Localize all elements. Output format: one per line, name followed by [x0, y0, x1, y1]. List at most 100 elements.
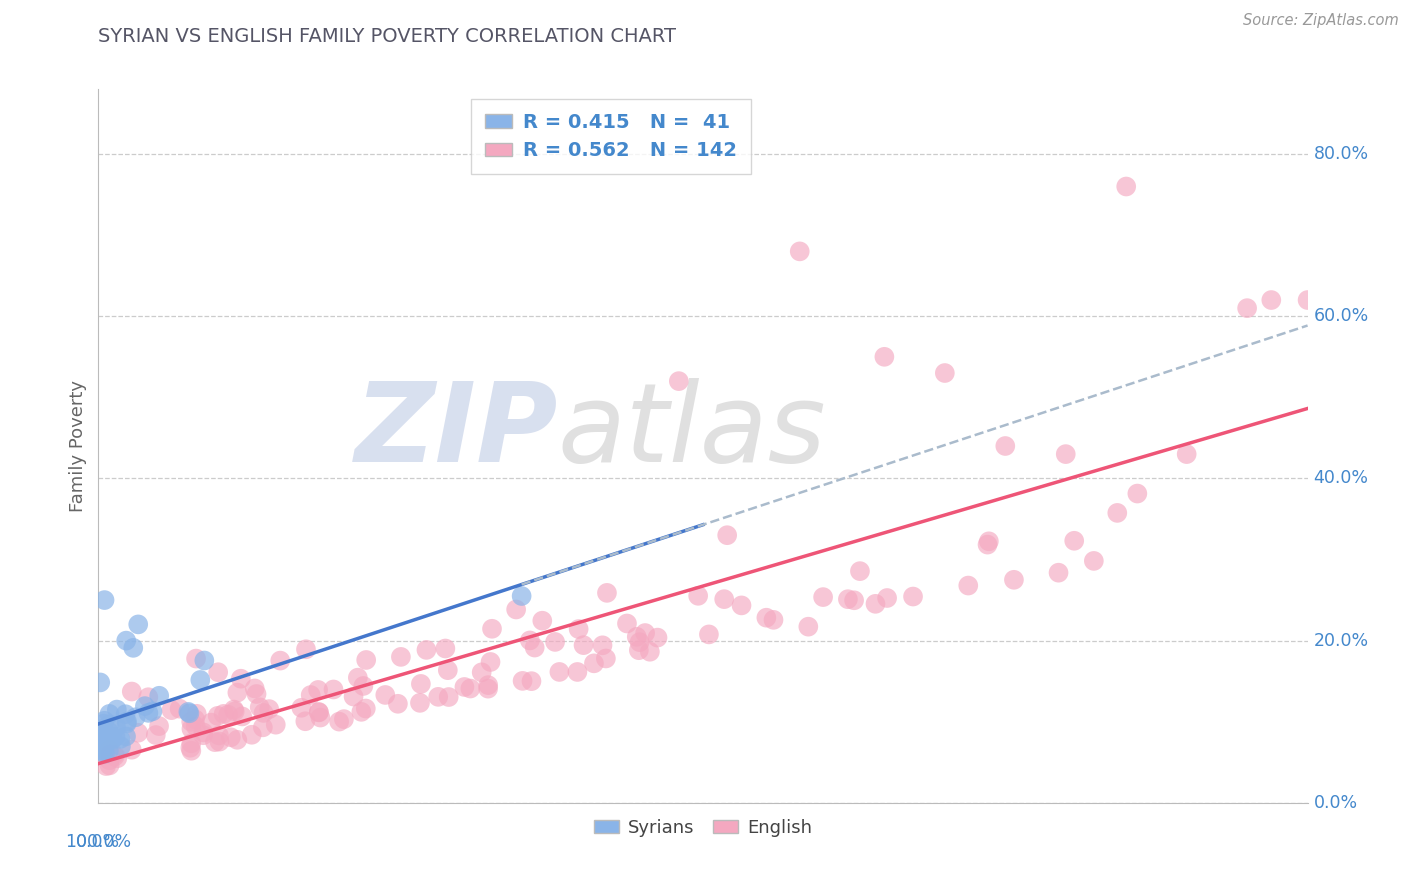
Point — [415, 643, 437, 657]
Point — [224, 705, 246, 719]
Point — [477, 681, 499, 696]
Point — [876, 591, 898, 605]
Point — [226, 685, 249, 699]
Point — [207, 709, 229, 723]
Point — [308, 705, 330, 719]
Point — [409, 677, 432, 691]
Point — [121, 742, 143, 756]
Point — [994, 439, 1017, 453]
Point — [93, 593, 115, 607]
Point — [104, 720, 127, 734]
Point — [98, 743, 121, 757]
Point — [290, 700, 312, 714]
Point — [94, 747, 117, 761]
Point — [93, 722, 115, 736]
Point — [730, 599, 752, 613]
Point — [572, 638, 595, 652]
Point — [567, 665, 589, 679]
Point — [110, 739, 132, 754]
Point — [849, 564, 872, 578]
Point — [169, 702, 191, 716]
Point — [193, 728, 215, 742]
Point — [1115, 179, 1137, 194]
Point — [184, 719, 207, 733]
Point — [479, 655, 502, 669]
Point — [160, 703, 183, 717]
Point — [523, 640, 546, 655]
Text: Source: ZipAtlas.com: Source: ZipAtlas.com — [1243, 13, 1399, 29]
Point — [104, 749, 127, 764]
Point — [295, 642, 318, 657]
Point — [957, 578, 980, 592]
Text: 60.0%: 60.0% — [1313, 307, 1369, 326]
Point — [180, 714, 202, 729]
Point — [1063, 533, 1085, 548]
Point — [257, 702, 280, 716]
Point — [352, 679, 374, 693]
Point — [647, 631, 669, 645]
Point — [510, 589, 533, 603]
Text: SYRIAN VS ENGLISH FAMILY POVERTY CORRELATION CHART: SYRIAN VS ENGLISH FAMILY POVERTY CORRELA… — [98, 27, 676, 45]
Text: 20.0%: 20.0% — [1313, 632, 1369, 649]
Point — [127, 617, 149, 632]
Point — [713, 592, 735, 607]
Point — [842, 593, 865, 607]
Point — [626, 630, 648, 644]
Point — [89, 724, 111, 739]
Point — [519, 633, 541, 648]
Point — [627, 643, 650, 657]
Point — [204, 735, 226, 749]
Point — [688, 589, 710, 603]
Point — [582, 657, 605, 671]
Point — [93, 744, 115, 758]
Point — [350, 705, 373, 719]
Point — [98, 717, 121, 731]
Point — [436, 663, 458, 677]
Point — [124, 710, 146, 724]
Point — [94, 736, 117, 750]
Point — [1175, 447, 1198, 461]
Point — [264, 717, 287, 731]
Point — [342, 690, 364, 704]
Point — [548, 665, 571, 679]
Y-axis label: Family Poverty: Family Poverty — [69, 380, 87, 512]
Point — [180, 744, 202, 758]
Point — [243, 681, 266, 696]
Point — [148, 719, 170, 733]
Point — [98, 758, 121, 772]
Text: ZIP: ZIP — [354, 378, 558, 485]
Point — [179, 706, 201, 721]
Point — [308, 706, 330, 720]
Point — [184, 712, 207, 726]
Point — [122, 640, 145, 655]
Point — [240, 728, 263, 742]
Point — [477, 678, 499, 692]
Point — [697, 627, 720, 641]
Point — [437, 690, 460, 704]
Point — [89, 726, 111, 740]
Point — [136, 690, 159, 705]
Point — [616, 616, 638, 631]
Point — [811, 590, 834, 604]
Point — [520, 674, 543, 689]
Point — [1107, 506, 1129, 520]
Point — [333, 712, 356, 726]
Point — [219, 731, 242, 745]
Point — [453, 680, 475, 694]
Point — [797, 620, 820, 634]
Point — [207, 665, 229, 680]
Point — [1002, 573, 1025, 587]
Point — [1126, 486, 1149, 500]
Point — [434, 641, 457, 656]
Point — [101, 732, 124, 747]
Point — [134, 699, 156, 714]
Point — [231, 709, 253, 723]
Point — [387, 697, 409, 711]
Point — [104, 730, 127, 744]
Point — [101, 730, 124, 744]
Point — [103, 747, 125, 762]
Point — [460, 681, 482, 696]
Point — [252, 720, 274, 734]
Point — [977, 534, 1000, 549]
Point — [229, 672, 252, 686]
